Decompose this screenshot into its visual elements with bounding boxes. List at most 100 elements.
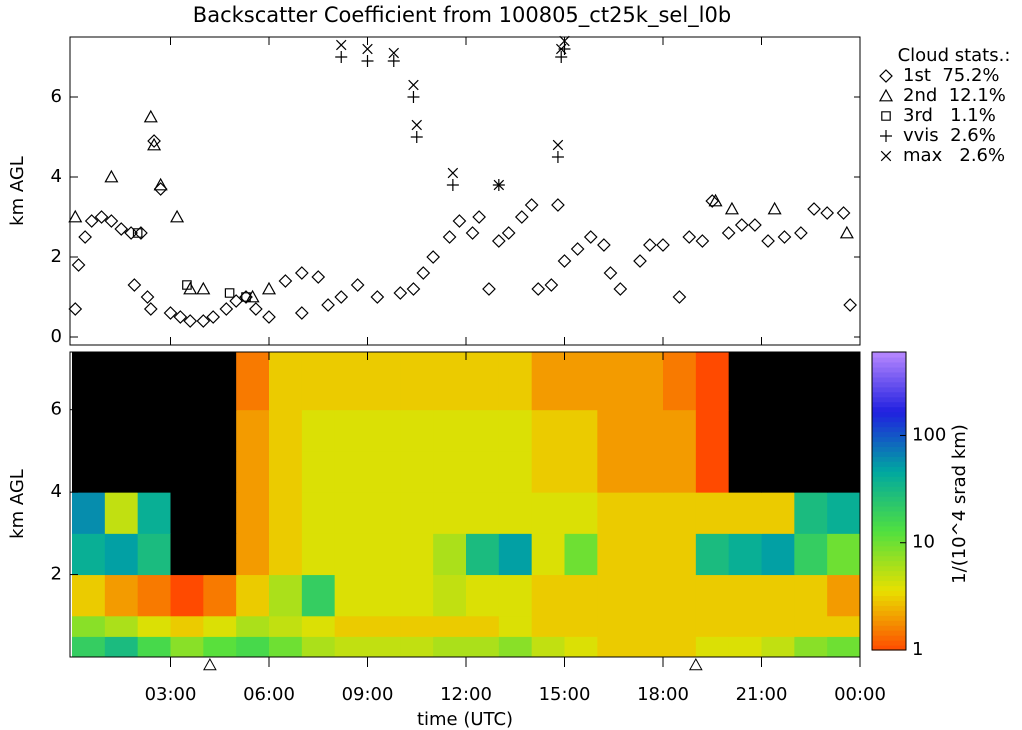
- heatmap-cell: [761, 409, 795, 452]
- colorbar-segment: [872, 515, 906, 522]
- colorbar-segment: [872, 461, 906, 467]
- heatmap-cell: [761, 574, 795, 617]
- cloud-point: [132, 228, 143, 238]
- heatmap-cell: [466, 636, 500, 658]
- cloud-point: [524, 198, 539, 212]
- heatmap-cell: [72, 636, 106, 658]
- cloud-point: [761, 234, 775, 248]
- heatmap-cell: [170, 615, 204, 637]
- colorbar-segment: [872, 501, 906, 507]
- heatmap-cell: [269, 615, 303, 637]
- heatmap-cell: [564, 574, 598, 617]
- heatmap-cell: [334, 615, 368, 637]
- colorbar-segment: [872, 545, 906, 552]
- cloud-point: [196, 314, 211, 328]
- heatmap-cell: [794, 409, 828, 452]
- cloud-point: [224, 288, 235, 298]
- heatmap-cell: [466, 574, 500, 617]
- heatmap-cell: [794, 615, 828, 637]
- cloud-point: [143, 302, 158, 316]
- cloud-point: [114, 222, 129, 236]
- heatmap-cell: [334, 533, 368, 576]
- cloud-point: [68, 209, 83, 223]
- y-tick-label: 2: [51, 564, 62, 585]
- legend-label: vvis 2.6%: [903, 125, 996, 146]
- heatmap-cell: [663, 574, 697, 617]
- legend-label: max 2.6%: [903, 145, 1005, 166]
- heatmap-cell: [597, 574, 631, 617]
- heatmap-cell: [761, 450, 795, 493]
- colorbar-label: 1/(10^4 srad km): [949, 424, 970, 584]
- heatmap-cell: [663, 409, 697, 452]
- x-tick-label: 00:00: [834, 684, 886, 705]
- cloud-point: [411, 119, 422, 131]
- colorbar-segment: [872, 560, 906, 567]
- heatmap-cell: [827, 615, 861, 637]
- heatmap-cell: [564, 450, 598, 493]
- heatmap-cell: [72, 352, 106, 411]
- cloud-point: [820, 206, 835, 220]
- cloud-point: [196, 281, 211, 295]
- heatmap-cell: [433, 409, 467, 452]
- heatmap-cell: [564, 492, 598, 534]
- heatmap-cell: [433, 636, 467, 658]
- y-tick-label: 6: [51, 399, 62, 420]
- colorbar-segment: [872, 575, 906, 582]
- colorbar-segment: [872, 466, 906, 472]
- heatmap-cell: [564, 409, 598, 452]
- heatmap-cell: [663, 636, 697, 658]
- heatmap-cell: [466, 409, 500, 452]
- heatmap-cell: [301, 615, 336, 637]
- heatmap-cell: [203, 574, 237, 617]
- heatmap-cell: [137, 492, 171, 534]
- cloud-point: [544, 278, 559, 292]
- time-marker: [688, 657, 703, 671]
- legend-label: 1st 75.2%: [903, 65, 1000, 86]
- legend-title: Cloud stats.:: [898, 45, 1011, 66]
- cloud-point: [153, 182, 168, 196]
- colorbar-segment: [872, 426, 906, 433]
- heatmap-cell: [630, 352, 664, 411]
- heatmap-cell: [728, 450, 762, 493]
- cloud-point: [531, 282, 546, 296]
- heatmap-cell: [203, 636, 237, 658]
- cloud-point: [388, 47, 399, 59]
- cloud-point: [656, 238, 670, 252]
- heatmap-cell: [794, 492, 828, 534]
- cloud-point: [672, 290, 687, 304]
- cloud-point: [708, 193, 723, 207]
- cloud-point: [127, 278, 142, 292]
- legend-label: 2nd 12.1%: [903, 85, 1006, 106]
- heatmap-cell: [334, 409, 368, 452]
- cloud-point: [84, 214, 99, 228]
- heatmap-cell: [104, 492, 139, 534]
- heatmap-cell: [466, 450, 500, 493]
- heatmap-cell: [597, 352, 631, 411]
- y-axis-label: km AGL: [7, 469, 28, 539]
- heatmap-cell: [236, 636, 270, 658]
- heatmap-cell: [663, 533, 697, 576]
- legend-symbol: [878, 88, 894, 102]
- colorbar-segment: [872, 535, 906, 542]
- heatmap-cell: [400, 352, 434, 411]
- x-tick-label: 21:00: [736, 684, 788, 705]
- heatmap-cell: [203, 352, 237, 411]
- heatmap-cell: [794, 574, 828, 617]
- heatmap-cell: [728, 533, 762, 576]
- cloud-point: [206, 310, 221, 324]
- heatmap-cell: [301, 409, 336, 452]
- y-tick-label: 6: [51, 86, 62, 107]
- heatmap-cell: [269, 352, 303, 411]
- x-tick-label: 06:00: [243, 684, 295, 705]
- heatmap-cell: [170, 636, 204, 658]
- cloud-point: [734, 218, 749, 232]
- heatmap-cell: [400, 615, 434, 637]
- heatmap-cell: [170, 492, 204, 534]
- colorbar-segment: [872, 565, 906, 572]
- cloud-point: [407, 91, 420, 103]
- colorbar-segment: [872, 446, 906, 452]
- cloud-point: [78, 230, 92, 244]
- heatmap-cell: [498, 615, 533, 637]
- cloud-point: [426, 250, 441, 264]
- heatmap-cell: [104, 636, 139, 658]
